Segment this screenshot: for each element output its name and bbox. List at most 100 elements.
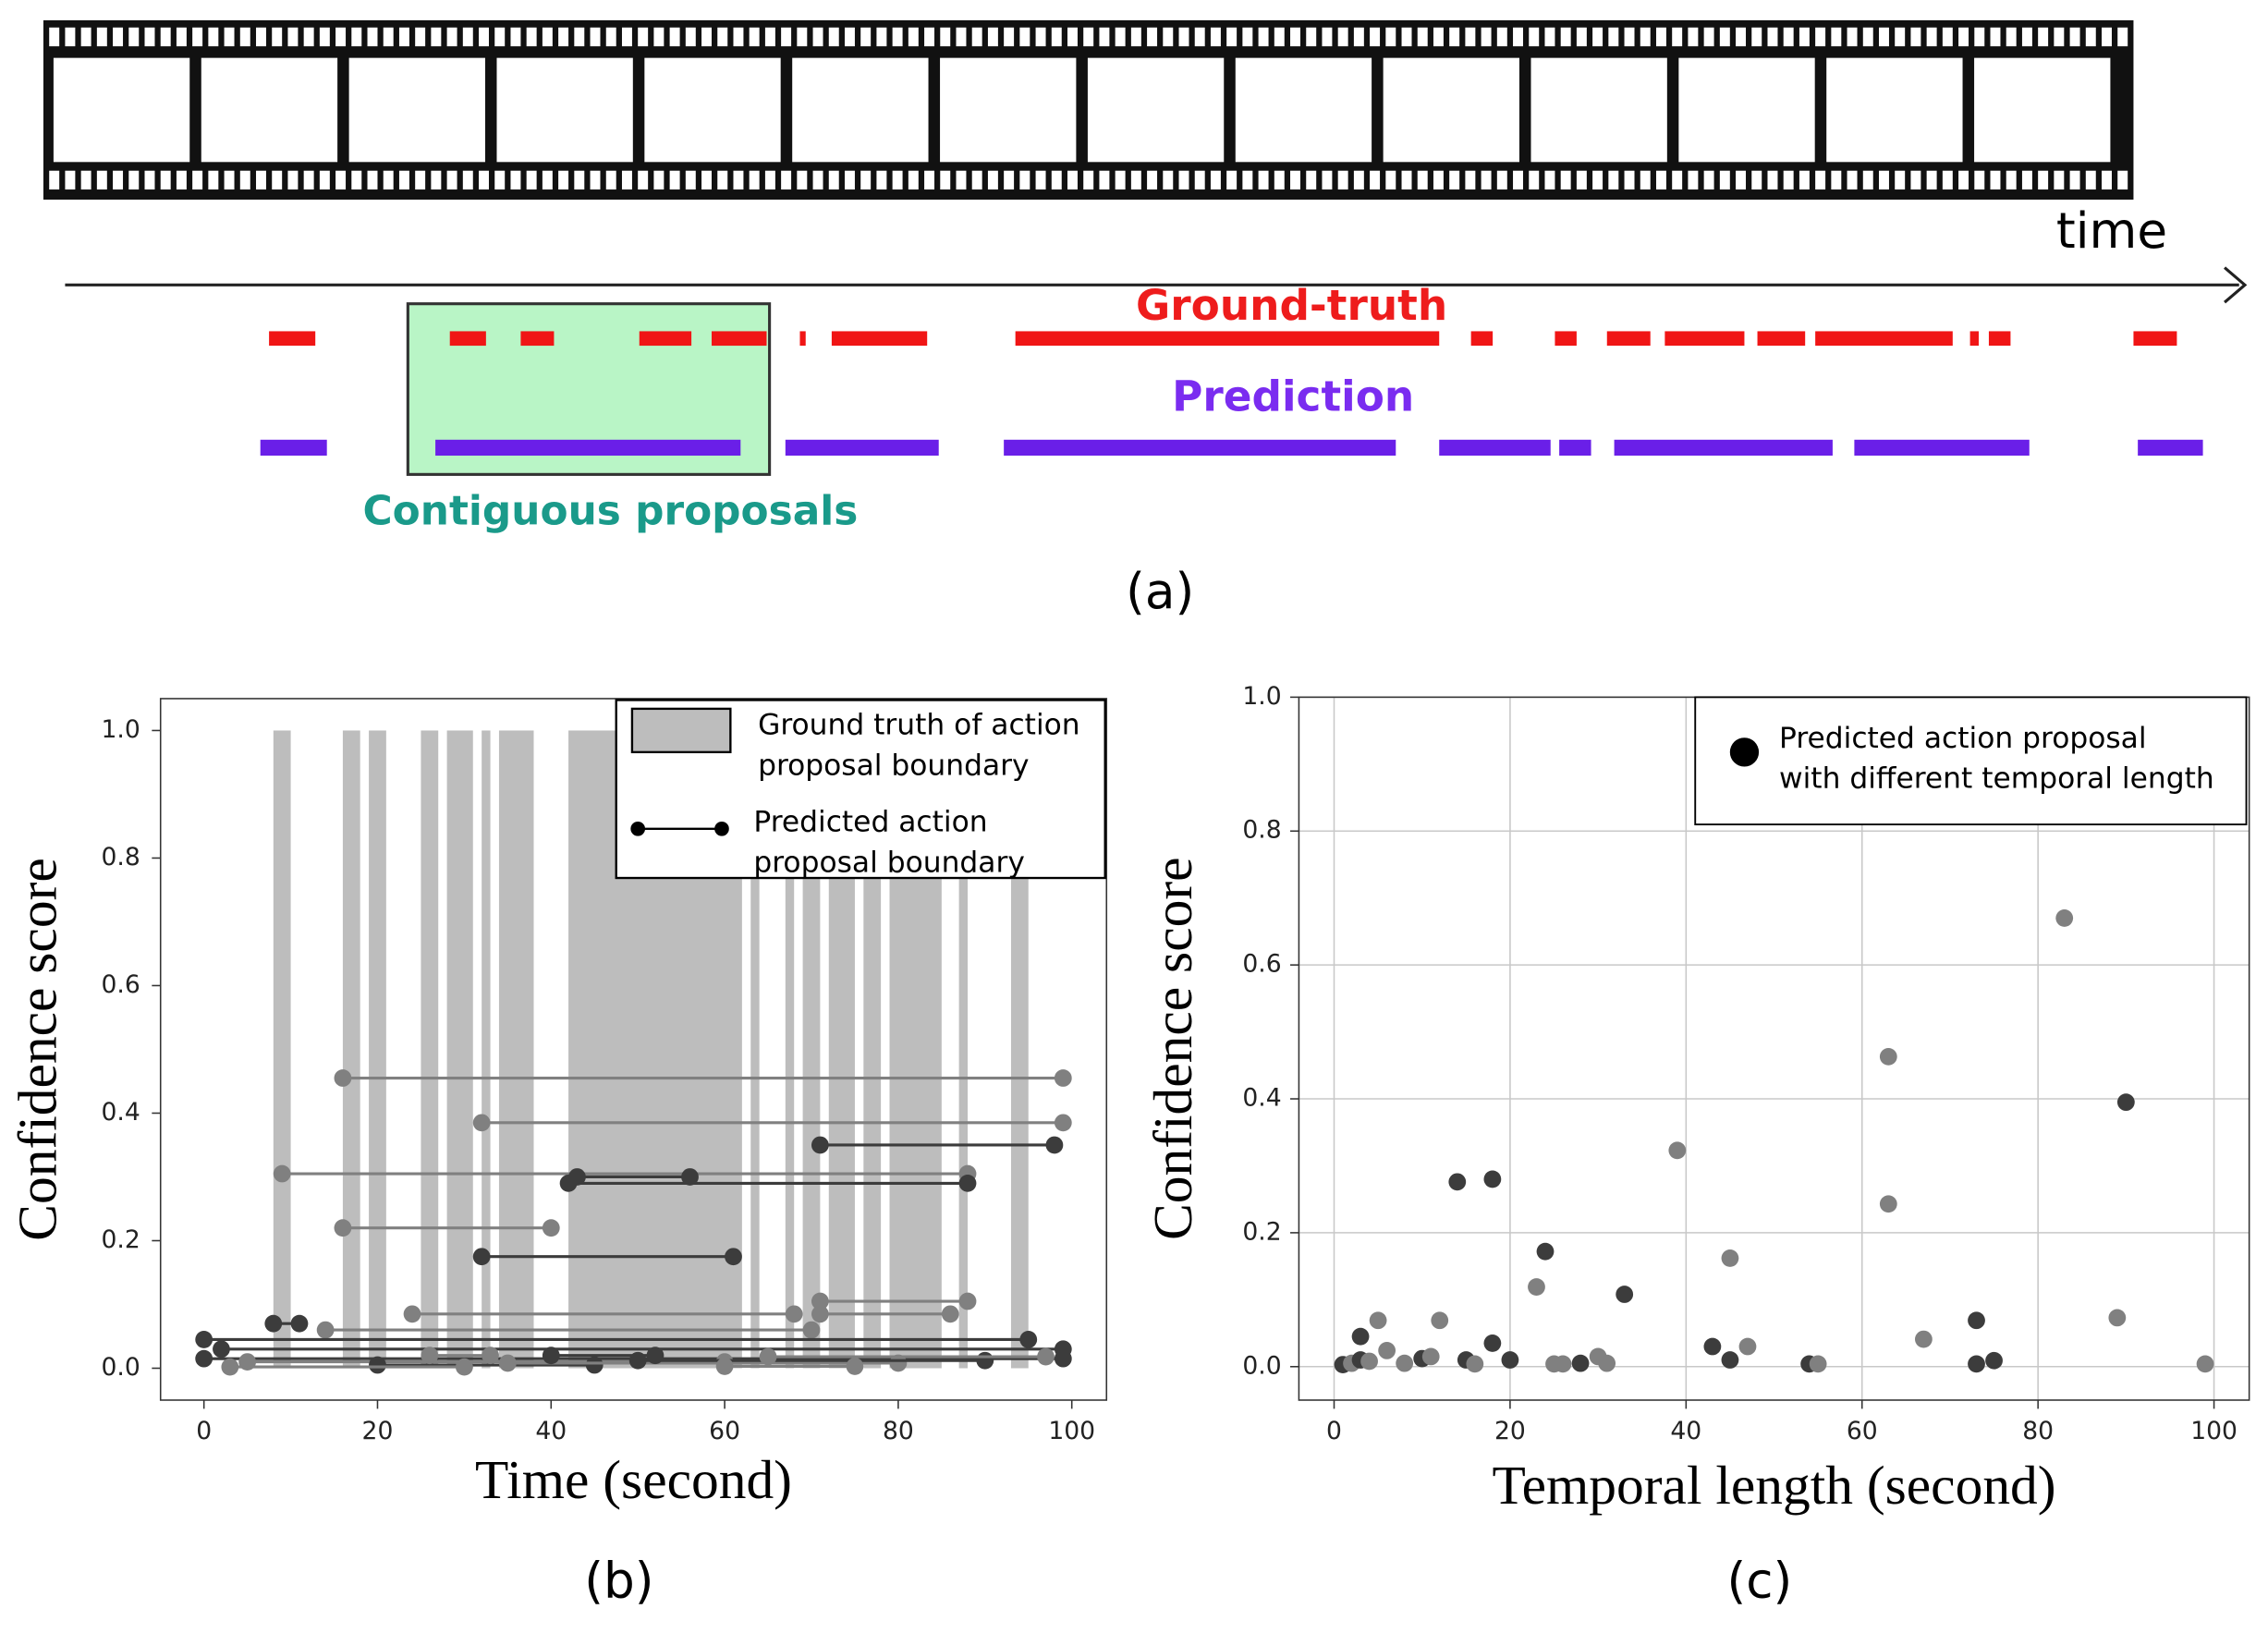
ground-truth-dash <box>1664 331 1745 347</box>
point <box>1738 1337 1757 1356</box>
proposal-end <box>1054 1349 1072 1368</box>
proposal-start <box>334 1219 352 1237</box>
perforation <box>1767 27 1778 47</box>
ground-truth-bar <box>446 730 473 1369</box>
perforation <box>2021 170 2032 190</box>
perforation <box>208 27 219 47</box>
perforation <box>1576 170 1587 190</box>
point <box>1879 1195 1897 1213</box>
y-tick-label: 0.8 <box>102 843 140 871</box>
perforation <box>1560 170 1571 190</box>
point <box>1378 1342 1396 1359</box>
perforation <box>1322 27 1333 47</box>
point <box>2055 909 2074 927</box>
perforation <box>1353 27 1364 47</box>
proposal-start <box>316 1321 335 1339</box>
proposal-end <box>646 1347 665 1365</box>
panel-a: time Ground-truth Prediction Contiguous … <box>43 19 2248 620</box>
legend-label: Ground truth of action <box>758 709 1080 742</box>
point <box>1360 1352 1378 1371</box>
perforation <box>669 170 680 190</box>
proposal-end <box>681 1168 699 1186</box>
perforation <box>383 170 394 190</box>
ground-truth-bar <box>482 730 491 1369</box>
perforation <box>574 27 585 47</box>
perforation <box>1831 27 1842 47</box>
frame <box>496 57 633 163</box>
proposal-end <box>889 1354 908 1372</box>
ground-truth-dash <box>449 331 486 347</box>
point <box>1554 1355 1572 1373</box>
perforation <box>1067 170 1078 190</box>
perforation <box>781 27 792 47</box>
perforation <box>176 170 187 190</box>
x-tick-label: 0 <box>1326 1417 1342 1445</box>
perforation <box>1417 27 1428 47</box>
perforation <box>987 170 998 190</box>
perforation <box>653 27 665 47</box>
perforation <box>383 27 394 47</box>
perforation <box>1608 27 1619 47</box>
frame <box>1383 57 1519 163</box>
perforation <box>2038 170 2049 190</box>
perforation <box>1719 170 1730 190</box>
perforation <box>2069 27 2080 47</box>
perforation <box>510 27 521 47</box>
perforation <box>1974 170 1985 190</box>
point <box>1448 1173 1467 1191</box>
perforation <box>49 27 60 47</box>
y-tick-label: 0.4 <box>102 1098 140 1127</box>
perforation <box>2085 27 2096 47</box>
x-axis-label: Time (second) <box>475 1449 792 1510</box>
ground-truth-bar <box>958 730 969 1369</box>
perforation <box>65 170 76 190</box>
perforation <box>1035 170 1046 190</box>
perforation <box>764 170 775 190</box>
point <box>1466 1355 1484 1373</box>
frame <box>53 57 190 163</box>
proposal-end <box>958 1292 977 1310</box>
frame <box>940 57 1077 163</box>
perforation <box>144 170 155 190</box>
perforation <box>1703 27 1714 47</box>
perforation <box>1624 170 1635 190</box>
legend-label: with different temporal length <box>1779 762 2214 796</box>
prediction-dash <box>260 439 327 457</box>
point <box>1396 1354 1414 1372</box>
perforation <box>1910 27 1921 47</box>
perforation <box>1672 27 1683 47</box>
point <box>1431 1311 1449 1330</box>
perforation <box>1147 170 1158 190</box>
perforation <box>1655 27 1666 47</box>
perforation <box>1910 170 1921 190</box>
perforation <box>1640 170 1651 190</box>
y-tick-label: 0.0 <box>102 1353 140 1382</box>
x-tick-label: 40 <box>535 1417 567 1445</box>
perforation <box>1067 27 1078 47</box>
perforation <box>1958 170 1969 190</box>
point <box>1598 1354 1616 1372</box>
x-tick-label: 20 <box>1494 1417 1526 1445</box>
perforation <box>1401 170 1412 190</box>
perforation <box>1258 170 1269 190</box>
proposal-end <box>1054 1114 1072 1132</box>
proposal-start <box>334 1069 352 1087</box>
perforation <box>971 170 982 190</box>
axes-frame <box>159 698 1108 1401</box>
point <box>1703 1337 1722 1356</box>
perforation <box>80 27 91 47</box>
perforation <box>1640 27 1651 47</box>
perforation <box>1083 170 1094 190</box>
legend-box <box>1694 696 2248 826</box>
perforation <box>971 27 982 47</box>
perforation <box>351 27 362 47</box>
ground-truth-dash <box>2133 331 2177 347</box>
perforation <box>192 27 203 47</box>
perforation <box>638 27 649 47</box>
legend-label: Predicted action proposal <box>1779 722 2147 755</box>
ground-truth-bar <box>342 730 360 1369</box>
perforation <box>1290 27 1300 47</box>
perforation <box>256 170 266 190</box>
frame <box>1826 57 1963 163</box>
